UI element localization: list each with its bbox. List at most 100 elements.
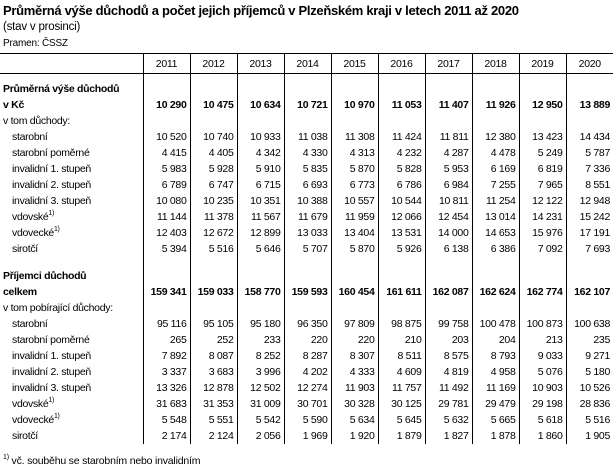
value-cell [424, 113, 472, 129]
value-cell: 31 353 [189, 396, 237, 412]
value-cell: 4 342 [236, 145, 284, 161]
value-cell: 4 232 [377, 145, 425, 161]
value-cell: 11 492 [424, 380, 472, 396]
spacer-row [0, 257, 613, 268]
row-label: invalidní 3. stupeň [0, 380, 143, 396]
value-cell: 161 611 [377, 284, 425, 300]
value-cell: 99 758 [424, 316, 472, 332]
value-cell [283, 300, 331, 316]
value-cell [283, 81, 331, 97]
year-header: 2014 [283, 53, 331, 74]
value-cell: 29 781 [424, 396, 472, 412]
value-cell: 213 [518, 332, 566, 348]
value-cell: 8 087 [189, 348, 237, 364]
value-cell [565, 268, 613, 284]
spacer-cell [189, 257, 237, 268]
value-cell: 2 174 [142, 428, 190, 444]
value-cell [377, 113, 425, 129]
value-cell [518, 81, 566, 97]
table-row: vdovecké1) 12 403 12 672 12 899 13 033 13 404… [0, 225, 613, 241]
subtitle: (stav v prosinci) [3, 21, 81, 33]
year-header: 2020 [565, 53, 613, 74]
value-cell: 12 899 [236, 225, 284, 241]
value-cell: 100 478 [471, 316, 519, 332]
value-cell: 4 958 [471, 364, 519, 380]
value-cell [283, 268, 331, 284]
value-cell: 7 336 [565, 161, 613, 177]
value-cell: 14 434 [565, 129, 613, 145]
row-label: starobní poměrné [0, 332, 143, 348]
spacer-cell [424, 257, 472, 268]
row-label: sirotčí [0, 241, 143, 257]
value-cell: 11 169 [471, 380, 519, 396]
value-cell [189, 300, 237, 316]
value-cell: 10 811 [424, 193, 472, 209]
value-cell: 15 242 [565, 209, 613, 225]
row-label-text: starobní poměrné [12, 334, 90, 346]
value-cell: 265 [142, 332, 190, 348]
value-cell: 162 087 [424, 284, 472, 300]
value-cell: 162 774 [518, 284, 566, 300]
value-cell: 159 341 [142, 284, 190, 300]
value-cell [330, 81, 378, 97]
value-cell: 7 092 [518, 241, 566, 257]
row-label-text: sirotčí [12, 243, 38, 255]
value-cell: 6 789 [142, 177, 190, 193]
value-cell: 100 638 [565, 316, 613, 332]
value-cell: 3 337 [142, 364, 190, 380]
value-cell [189, 81, 237, 97]
value-cell [471, 113, 519, 129]
table-row: vdovecké1) 5 548 5 551 5 542 5 590 5 634 5 645… [0, 412, 613, 428]
value-cell: 5 634 [330, 412, 378, 428]
value-cell: 12 403 [142, 225, 190, 241]
footnote-mark: 1) [3, 454, 9, 461]
year-header: 2015 [330, 53, 378, 74]
value-cell: 10 933 [236, 129, 284, 145]
row-label-text: celkem [3, 286, 37, 298]
value-cell [236, 300, 284, 316]
value-cell: 2 056 [236, 428, 284, 444]
value-cell: 5 835 [283, 161, 331, 177]
value-cell [565, 81, 613, 97]
table-row: starobní 10 520 10 740 10 933 11 038 11 308 11… [0, 129, 613, 145]
value-cell: 95 180 [236, 316, 284, 332]
table-row: invalidní 1. stupeň 5 983 5 928 5 910 5 835 5… [0, 161, 613, 177]
value-cell [424, 300, 472, 316]
value-cell: 13 033 [283, 225, 331, 241]
value-cell: 12 878 [189, 380, 237, 396]
value-cell: 14 231 [518, 209, 566, 225]
row-label-text: v tom pobírající důchody: [3, 302, 113, 314]
value-cell: 1 969 [283, 428, 331, 444]
value-cell: 13 014 [471, 209, 519, 225]
value-cell: 10 526 [565, 380, 613, 396]
value-cell: 5 910 [236, 161, 284, 177]
value-cell: 5 928 [189, 161, 237, 177]
value-cell: 5 665 [471, 412, 519, 428]
table-row: vdovské1) 31 683 31 353 31 009 30 701 30 328 3… [0, 396, 613, 412]
table-row: invalidní 1. stupeň 7 892 8 087 8 252 8 287 8… [0, 348, 613, 364]
value-cell: 6 984 [424, 177, 472, 193]
value-cell: 1 905 [565, 428, 613, 444]
row-label-text: starobní poměrné [12, 147, 90, 159]
value-cell: 4 819 [424, 364, 472, 380]
table-row: starobní poměrné 4 415 4 405 4 342 4 330 4 31… [0, 145, 613, 161]
value-cell: 5 551 [189, 412, 237, 428]
spacer-cell [283, 73, 331, 81]
spacer-cell [565, 257, 613, 268]
value-cell: 10 721 [283, 97, 331, 113]
value-cell: 235 [565, 332, 613, 348]
row-label: starobní poměrné [0, 145, 143, 161]
value-cell: 11 903 [330, 380, 378, 396]
spacer-cell [471, 257, 519, 268]
value-cell [236, 113, 284, 129]
spacer-cell [0, 74, 143, 82]
value-cell: 9 271 [565, 348, 613, 364]
value-cell [142, 300, 190, 316]
value-cell: 5 953 [424, 161, 472, 177]
value-cell: 13 531 [377, 225, 425, 241]
source-note: Pramen: ČSSZ [3, 38, 68, 49]
value-cell [518, 268, 566, 284]
footnote-ref: 1) [53, 413, 60, 420]
value-cell: 7 892 [142, 348, 190, 364]
spacer-cell [189, 73, 237, 81]
